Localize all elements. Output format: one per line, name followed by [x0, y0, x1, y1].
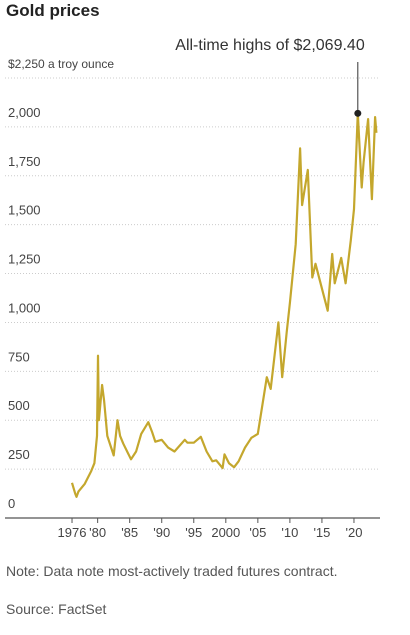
- y-tick-label: $2,250 a troy ounce: [8, 57, 114, 71]
- x-tick-label: '85: [121, 525, 138, 540]
- x-tick-label: '20: [345, 525, 362, 540]
- x-tick-label: '90: [153, 525, 170, 540]
- x-tick-label: '15: [313, 525, 330, 540]
- y-tick-label: 1,500: [8, 203, 41, 218]
- y-tick-label: 1,250: [8, 252, 41, 267]
- x-tick-label: '95: [185, 525, 202, 540]
- y-tick-label: 1,000: [8, 300, 41, 315]
- x-tick-label: 2000: [211, 525, 240, 540]
- y-tick-label: 2,000: [8, 105, 41, 120]
- x-tick-label: 1976: [58, 525, 87, 540]
- y-tick-label: 1,750: [8, 154, 41, 169]
- annotation-text: All-time highs of $2,069.40: [175, 37, 365, 54]
- x-tick-label: '10: [281, 525, 298, 540]
- x-tick-label: '05: [249, 525, 266, 540]
- y-tick-label: 500: [8, 398, 30, 413]
- annotation-dot: [354, 109, 362, 117]
- chart: Gold prices 0 250 500 750 1,000 1,250 1,500 1,7…: [5, 1, 380, 540]
- price-line: [70, 112, 378, 498]
- note: Note: Data note most-actively traded fut…: [6, 563, 338, 579]
- y-tick-label: 0: [8, 496, 15, 511]
- chart-title: Gold prices: [6, 1, 100, 20]
- source: Source: FactSet: [6, 601, 107, 617]
- y-tick-label: 750: [8, 349, 30, 364]
- x-tick-label: '80: [89, 525, 106, 540]
- y-tick-label: 250: [8, 447, 30, 462]
